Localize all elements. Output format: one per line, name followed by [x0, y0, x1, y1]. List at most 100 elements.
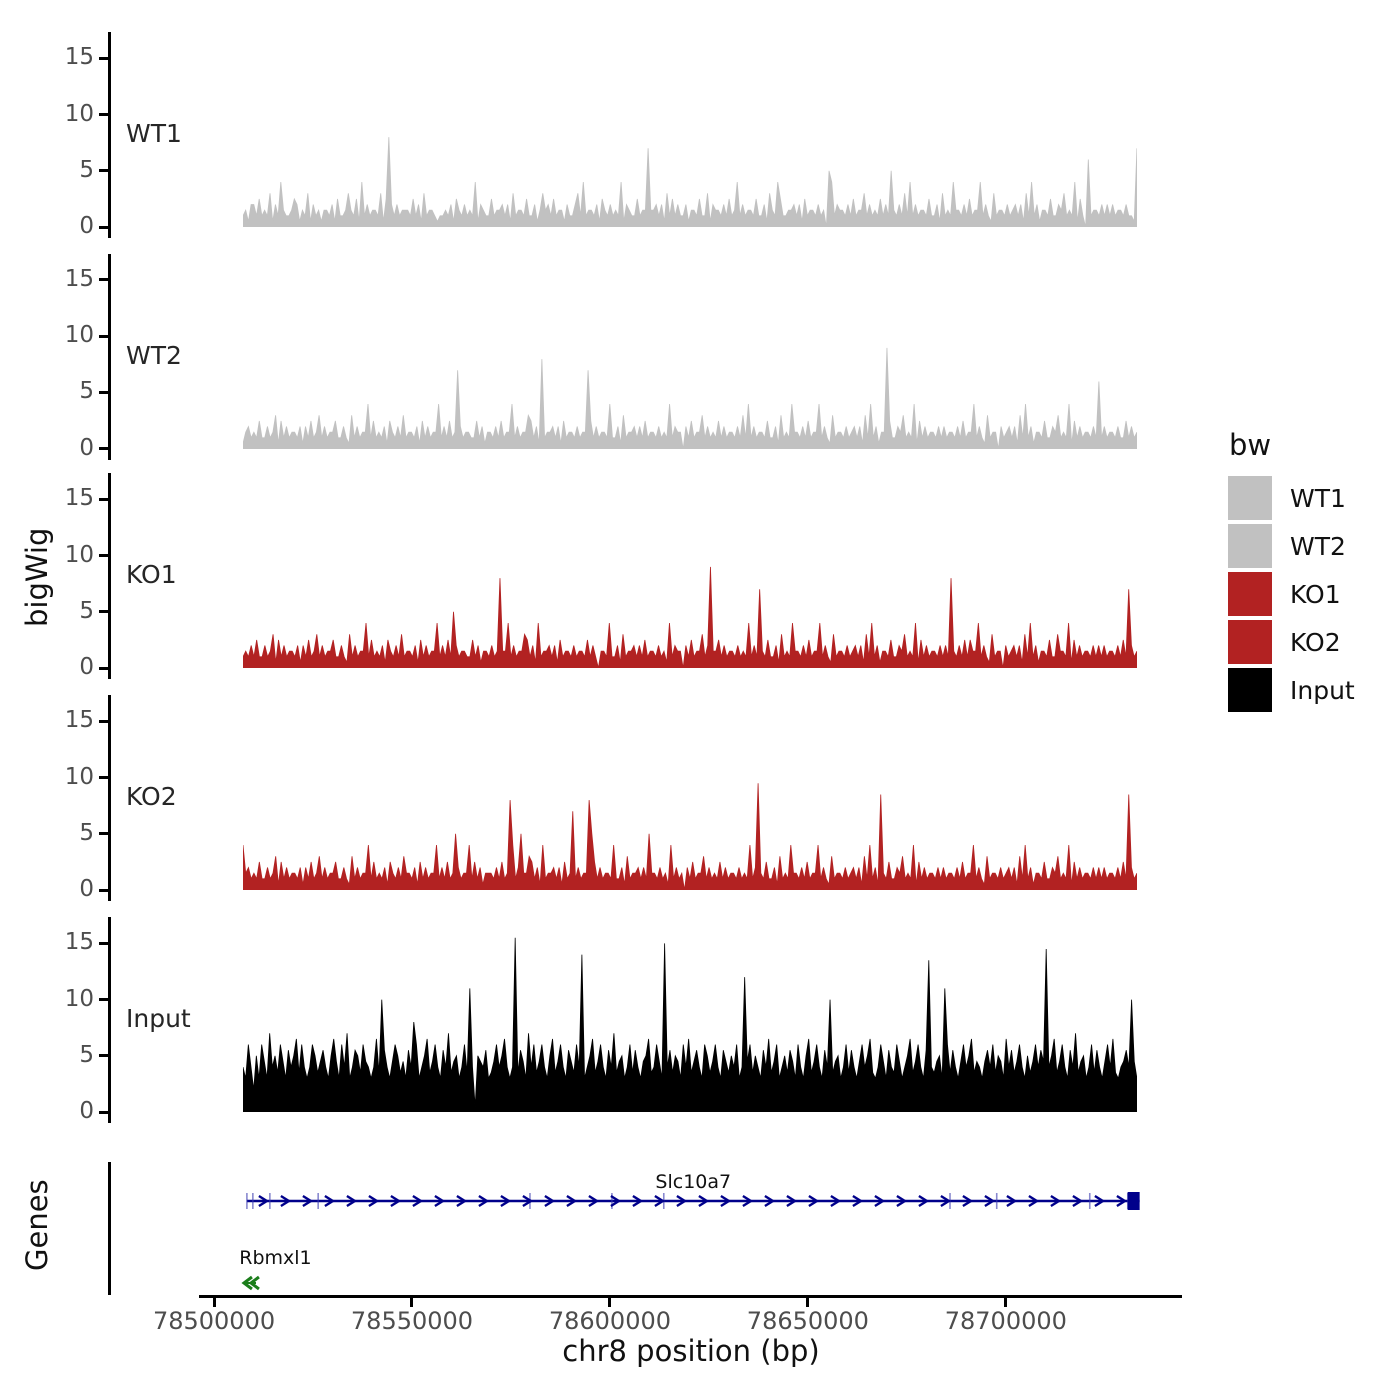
x-tick-label: 78650000 [746, 1307, 869, 1335]
track-area-WT1 [242, 137, 1137, 227]
gene-strand-arrow [632, 1194, 644, 1208]
coverage-path-WT1 [242, 137, 1137, 227]
gene-strand-arrow [1006, 1194, 1018, 1208]
legend-label-KO1: KO1 [1290, 579, 1341, 609]
y-tick-mark [99, 497, 109, 501]
legend: bw WT1 WT2 KO1 KO2 Input [1228, 428, 1400, 716]
track-label-Input: Input [126, 1004, 191, 1033]
gene-strand-arrow [1028, 1194, 1040, 1208]
y-axis-line-KO2 [108, 695, 111, 901]
legend-row-KO1: KO1 [1228, 572, 1400, 616]
track-area-KO1 [242, 566, 1137, 668]
y-tick-label: 15 [64, 265, 94, 292]
gene-strand-arrow [346, 1194, 358, 1208]
x-tick-mark [212, 1298, 216, 1307]
gene-strand-arrow [896, 1194, 908, 1208]
track-label-KO1: KO1 [126, 560, 177, 589]
legend-swatch-WT1 [1228, 476, 1272, 520]
y-tick-label: 10 [64, 985, 94, 1012]
y-tick-label: 5 [79, 378, 94, 405]
y-axis-line-WT2 [108, 253, 111, 460]
y-tick-mark [99, 334, 109, 338]
y-tick-mark [99, 447, 109, 450]
y-tick-mark [99, 610, 109, 614]
y-tick-mark [99, 719, 109, 723]
y-tick-mark [99, 113, 109, 117]
y-tick-mark [99, 1054, 109, 1058]
genes-y-axis-line [108, 1162, 111, 1295]
x-tick-mark [806, 1298, 810, 1307]
y-axis-label-bigwig: bigWig [20, 527, 54, 627]
gene-strand-arrow [676, 1194, 688, 1208]
x-tick-label: 78550000 [350, 1307, 474, 1335]
gene-strand-arrow [566, 1194, 578, 1208]
legend-label-Input: Input [1290, 675, 1355, 705]
gene-strand-arrow [588, 1194, 600, 1208]
y-tick-label: 10 [64, 100, 94, 127]
coverage-path-KO1 [242, 566, 1137, 668]
gene-strand-arrow [412, 1194, 424, 1208]
gene-strand-arrow [1072, 1194, 1084, 1208]
gene-strand-arrow [434, 1194, 446, 1208]
gene-strand-arrow [258, 1194, 270, 1208]
y-tick-label: 0 [79, 1098, 94, 1124]
gene-strand-arrow [478, 1194, 490, 1208]
gene-strand-arrow [764, 1194, 776, 1208]
x-axis-title: chr8 position (bp) [562, 1334, 820, 1368]
legend-label-WT2: WT2 [1290, 531, 1346, 561]
gene-slc10a7: Slc10a7 [246, 1171, 1140, 1210]
y-tick-mark [99, 225, 109, 229]
gene-strand-arrow [940, 1194, 952, 1208]
x-tick-label: 78700000 [944, 1307, 1067, 1335]
gene-label: Slc10a7 [655, 1171, 731, 1193]
gene-strand-arrow [248, 1275, 260, 1291]
gene-strand-arrow [1050, 1194, 1062, 1208]
x-axis-line [199, 1295, 1182, 1298]
coverage-path-KO2 [242, 783, 1137, 890]
coverage-path-WT2 [242, 347, 1137, 449]
legend-row-WT1: WT1 [1228, 476, 1400, 520]
y-tick-mark [99, 390, 109, 394]
x-tick-mark [1004, 1298, 1008, 1307]
gene-strand-arrow [302, 1194, 314, 1208]
y-tick-label: 10 [64, 763, 94, 790]
gene-label: Rbmxl1 [239, 1247, 311, 1269]
gene-strand-arrow [742, 1194, 754, 1208]
gene-strand-arrow [962, 1194, 974, 1208]
track-label-WT2: WT2 [126, 340, 182, 370]
gene-strand-arrow [786, 1194, 798, 1208]
gene-strand-arrow [830, 1194, 842, 1208]
track-label-WT1: WT1 [126, 119, 182, 148]
y-tick-label: 0 [79, 654, 94, 680]
y-tick-label: 5 [79, 1041, 94, 1068]
gene-strand-arrow [241, 1275, 253, 1291]
gene-strand-arrow [522, 1194, 534, 1208]
gene-strand-arrow [984, 1194, 996, 1208]
y-tick-mark [99, 776, 109, 780]
y-tick-label: 5 [79, 597, 94, 624]
y-tick-label: 5 [79, 156, 94, 183]
gene-strand-arrow [456, 1194, 468, 1208]
legend-row-WT2: WT2 [1228, 524, 1400, 568]
legend-label-KO2: KO2 [1290, 627, 1341, 657]
y-tick-label: 15 [64, 707, 94, 734]
gene-strand-arrow [1116, 1194, 1128, 1208]
y-tick-label: 15 [64, 44, 94, 71]
y-axis-line-Input [108, 917, 111, 1123]
gene-strand-arrow [610, 1194, 622, 1208]
track-area-WT2 [242, 347, 1137, 449]
y-axis-label-genes: Genes [20, 1179, 54, 1271]
y-tick-label: 0 [79, 434, 94, 461]
gene-strand-arrow [324, 1194, 336, 1208]
x-tick-label: 78500000 [152, 1307, 276, 1335]
y-tick-label: 15 [64, 929, 94, 956]
y-tick-mark [99, 941, 109, 945]
gene-strand-arrow [720, 1194, 732, 1208]
legend-label-WT1: WT1 [1290, 483, 1346, 513]
legend-title: bw [1229, 428, 1272, 462]
y-tick-label: 0 [79, 876, 94, 902]
gene-rbmxl1: Rbmxl1 [239, 1247, 312, 1291]
legend-swatch-KO2 [1228, 620, 1272, 664]
legend-row-KO2: KO2 [1228, 620, 1400, 664]
